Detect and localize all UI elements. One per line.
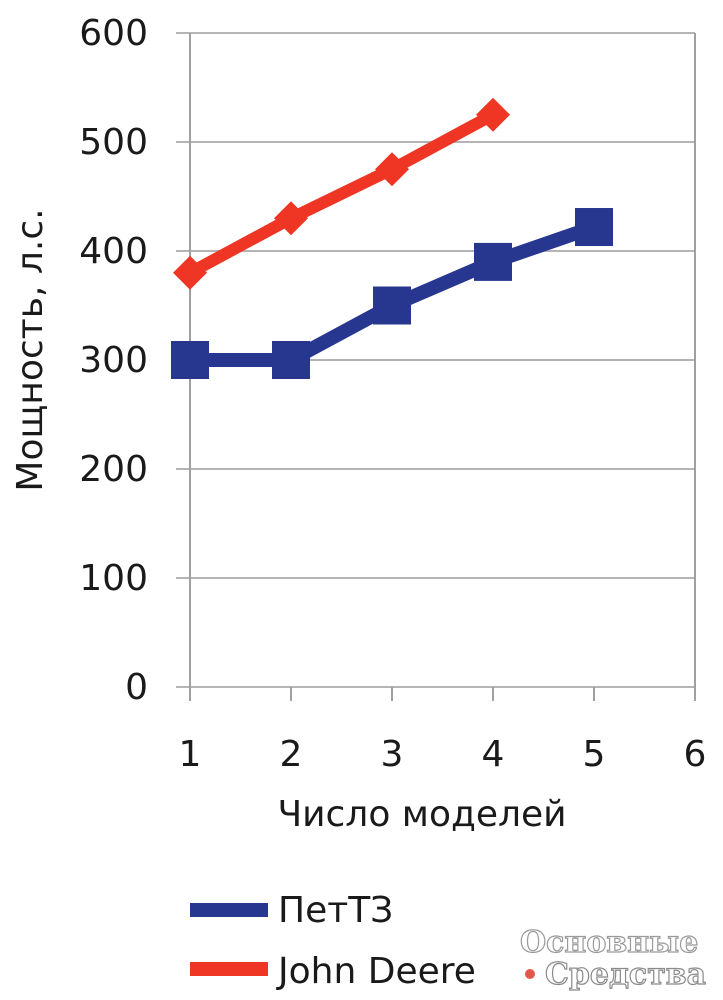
legend-swatch-pettz [190,903,268,917]
watermark-dot-icon [525,969,535,979]
y-tick-label: 100 [79,558,148,599]
y-axis-label: Мощность, л.с. [10,208,51,491]
data-point-marker [373,286,411,325]
series-line [187,109,496,279]
watermark-line-2: Средства [545,957,706,992]
legend-label-pettz: ПетТЗ [278,890,393,931]
y-tick-label: 400 [79,231,148,272]
data-point-marker [375,152,409,187]
series [171,97,613,379]
series-1 [173,97,510,290]
x-tick-label: 5 [583,734,606,775]
x-tick-label: 2 [280,734,303,775]
data-point-marker [274,201,308,236]
data-point-marker [272,341,310,379]
data-point-marker [474,242,512,281]
x-tick-label: 4 [482,734,505,775]
series-0 [171,208,613,379]
legend-swatch-john-deere [190,962,268,976]
legend: ПетТЗ John Deere [190,890,476,992]
y-tick-label: 600 [79,13,148,54]
x-tick-label: 6 [684,734,707,775]
data-point-marker [171,341,209,379]
y-tick-label: 300 [79,340,148,381]
y-tick-label: 200 [79,449,148,490]
data-point-marker [575,208,613,247]
axes [189,33,696,701]
y-tick-label: 500 [79,122,148,163]
x-tick-label: 1 [179,734,202,775]
data-point-marker [476,97,510,132]
x-tick-labels: 1 2 3 4 5 6 [179,734,707,775]
watermark-line-1: Основные [520,925,698,960]
watermark-logo: Основные Средства [519,924,706,992]
legend-label-john-deere: John Deere [276,951,476,992]
x-tick-label: 3 [381,734,404,775]
data-point-marker [173,255,207,290]
y-tick-label: 0 [125,667,148,708]
y-tick-labels: 0 100 200 300 400 500 600 [79,13,148,708]
x-axis-label: Число моделей [277,794,566,835]
